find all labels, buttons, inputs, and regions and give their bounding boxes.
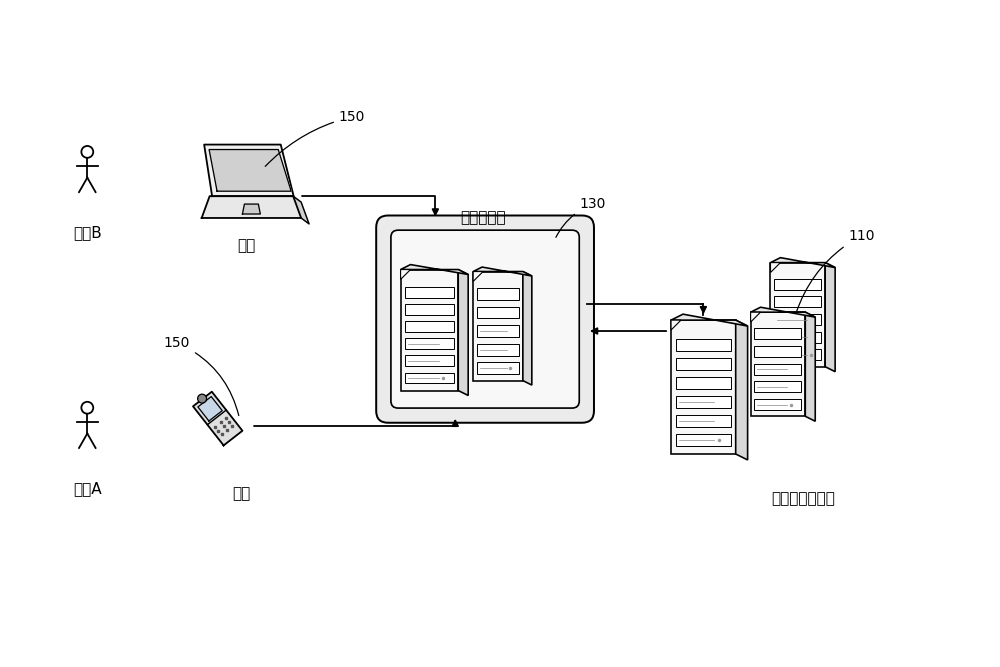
Polygon shape [473, 271, 523, 381]
Text: 150: 150 [164, 336, 239, 416]
Polygon shape [477, 307, 519, 318]
Polygon shape [198, 397, 222, 421]
Polygon shape [671, 320, 681, 330]
Polygon shape [671, 314, 748, 326]
Polygon shape [751, 312, 761, 322]
Polygon shape [676, 415, 731, 427]
Polygon shape [751, 307, 815, 317]
Polygon shape [825, 263, 835, 372]
Polygon shape [401, 265, 468, 275]
Polygon shape [293, 196, 309, 224]
Polygon shape [736, 320, 748, 460]
Polygon shape [770, 263, 780, 273]
Polygon shape [477, 344, 519, 356]
Polygon shape [770, 263, 825, 367]
Polygon shape [405, 338, 454, 349]
Polygon shape [754, 328, 801, 340]
Polygon shape [774, 296, 821, 307]
Polygon shape [676, 378, 731, 389]
Polygon shape [676, 434, 731, 446]
Polygon shape [405, 321, 454, 332]
Polygon shape [405, 356, 454, 366]
Text: 缓存服务器: 缓存服务器 [460, 210, 506, 225]
Polygon shape [458, 269, 468, 396]
Polygon shape [477, 325, 519, 337]
FancyBboxPatch shape [391, 230, 579, 408]
Polygon shape [477, 362, 519, 374]
Polygon shape [523, 271, 532, 385]
Text: 用户B: 用户B [73, 225, 102, 240]
Text: 130: 130 [556, 197, 606, 237]
Polygon shape [477, 288, 519, 300]
Polygon shape [754, 399, 801, 410]
Text: 联机应用服务器: 联机应用服务器 [771, 491, 835, 506]
Polygon shape [401, 269, 411, 279]
Polygon shape [193, 392, 242, 446]
Polygon shape [676, 396, 731, 408]
Polygon shape [805, 312, 815, 422]
Polygon shape [676, 358, 731, 370]
Polygon shape [401, 269, 458, 390]
Polygon shape [473, 271, 483, 281]
Polygon shape [676, 340, 731, 351]
Polygon shape [751, 312, 805, 416]
Polygon shape [405, 304, 454, 315]
Polygon shape [405, 287, 454, 297]
Polygon shape [242, 204, 260, 214]
Text: 终端: 终端 [237, 238, 256, 253]
Text: 150: 150 [265, 110, 365, 166]
Polygon shape [204, 145, 294, 196]
Text: 110: 110 [796, 229, 875, 313]
Polygon shape [774, 350, 821, 360]
Polygon shape [774, 279, 821, 289]
Polygon shape [405, 373, 454, 384]
Polygon shape [774, 314, 821, 325]
Polygon shape [754, 382, 801, 392]
Text: 用户A: 用户A [73, 481, 102, 496]
Polygon shape [754, 364, 801, 375]
Polygon shape [209, 149, 291, 191]
Polygon shape [202, 196, 301, 218]
FancyBboxPatch shape [376, 215, 594, 423]
Text: 终端: 终端 [232, 486, 251, 501]
Polygon shape [774, 331, 821, 343]
Circle shape [198, 394, 207, 403]
Polygon shape [754, 346, 801, 357]
Polygon shape [473, 267, 532, 276]
Polygon shape [671, 320, 736, 454]
Polygon shape [770, 257, 835, 267]
